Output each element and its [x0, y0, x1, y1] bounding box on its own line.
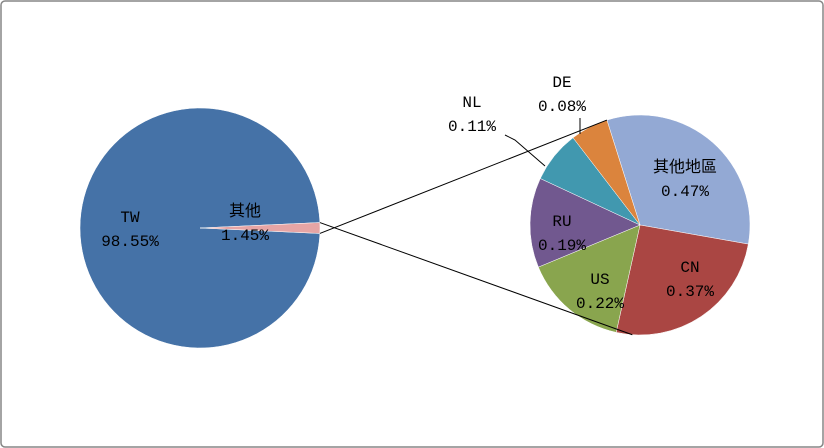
slice-category-label: NL: [462, 94, 481, 112]
leader-line: [504, 134, 546, 167]
connector-line: [319, 222, 633, 336]
slice-category-label: CN: [680, 259, 699, 277]
slice-value-label: 0.19%: [538, 237, 586, 255]
slice-category-label: 其他地區: [653, 158, 717, 177]
pie-slice: [606, 114, 751, 245]
slice-value-label: 1.45%: [221, 227, 269, 245]
slice-category-label: TW: [120, 209, 140, 227]
slice-category-label: DE: [552, 74, 571, 92]
slice-category-label: US: [590, 271, 609, 289]
pie-slice: [529, 178, 641, 268]
slice-value-label: 0.22%: [576, 295, 624, 313]
slice-category-label: RU: [552, 213, 571, 231]
slice-value-label: 0.11%: [448, 118, 496, 136]
slice-value-label: 0.37%: [666, 283, 714, 301]
pie-slice: [615, 224, 749, 336]
slice-value-label: 0.08%: [538, 98, 586, 116]
connector-line: [319, 119, 608, 234]
slice-value-label: 98.55%: [101, 233, 159, 251]
pie-slice: [79, 107, 321, 349]
slice-value-label: 0.47%: [661, 183, 709, 201]
slice-category-label: 其他: [229, 202, 261, 221]
pie-slice: [538, 224, 641, 333]
